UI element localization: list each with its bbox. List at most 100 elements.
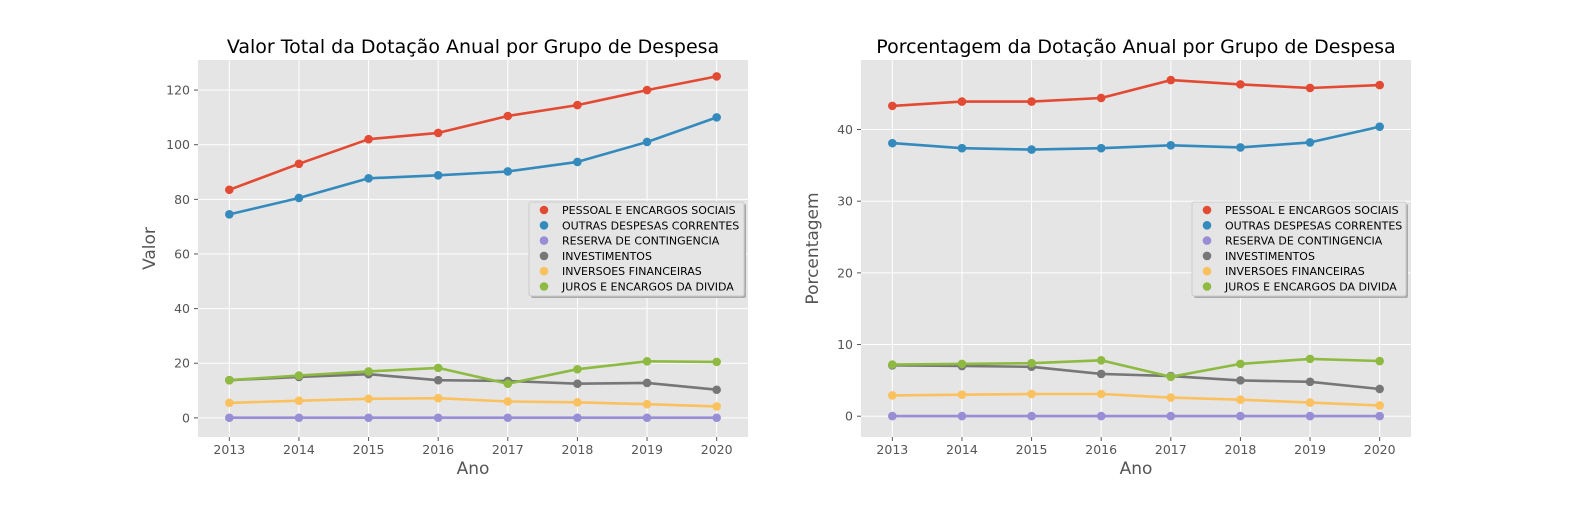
data-point — [642, 399, 652, 409]
x-tick-label: 2014 — [283, 442, 315, 457]
data-point — [1096, 369, 1106, 379]
data-point — [888, 411, 897, 421]
data-point — [1236, 376, 1245, 385]
series-line — [892, 364, 1380, 391]
y-tick-label: 100 — [166, 137, 190, 152]
legend-label: RESERVA DE CONTINGENCIA — [1225, 235, 1383, 248]
y-tick-label: 120 — [166, 83, 190, 98]
data-point — [957, 411, 967, 421]
data-point — [1166, 372, 1176, 382]
legend-marker — [1202, 251, 1212, 261]
chart-title: Valor Total da Dotação Anual por Grupo d… — [227, 36, 719, 58]
data-point — [1096, 389, 1106, 399]
y-tick-label: 40 — [837, 122, 853, 137]
x-tick-label: 2016 — [422, 442, 454, 457]
data-point — [503, 413, 513, 423]
data-point — [1375, 401, 1384, 410]
x-tick-label: 2017 — [1155, 442, 1187, 457]
legend-label: PESSOAL E ENCARGOS SOCIAIS — [1225, 204, 1399, 217]
data-point — [712, 72, 721, 81]
y-tick-label: 20 — [837, 265, 853, 280]
data-point — [712, 413, 721, 423]
legend-marker — [539, 282, 549, 291]
data-point — [573, 398, 582, 407]
data-point — [1166, 411, 1176, 421]
data-point — [1375, 411, 1384, 421]
legend: PESSOAL E ENCARGOS SOCIAIS OUTRAS DESPESA… — [528, 201, 746, 298]
data-point — [573, 379, 582, 389]
data-point — [712, 385, 721, 395]
data-point — [712, 357, 721, 367]
data-point — [1375, 384, 1384, 394]
data-point — [642, 413, 652, 423]
data-point — [433, 413, 443, 423]
legend-label: INVESTIMENTOS — [1225, 250, 1315, 263]
data-point — [503, 167, 513, 176]
legend-label: PESSOAL E ENCARGOS SOCIAIS — [562, 204, 736, 217]
y-tick-label: 80 — [174, 192, 190, 207]
data-point — [225, 375, 234, 385]
y-tick-label: 0 — [845, 409, 853, 424]
x-tick-label: 2015 — [353, 442, 385, 457]
data-point — [888, 360, 897, 369]
data-point — [1236, 411, 1245, 421]
series-line — [892, 357, 1380, 379]
y-tick-label: 10 — [837, 337, 853, 352]
data-point — [364, 413, 373, 423]
legend-marker — [1202, 282, 1212, 291]
data-point — [642, 85, 652, 95]
data-point — [573, 100, 582, 110]
data-point — [433, 363, 443, 373]
legend-box — [1191, 201, 1407, 297]
series-line — [229, 359, 717, 386]
data-point — [294, 371, 304, 380]
data-point — [1166, 75, 1176, 85]
data-point — [364, 394, 373, 404]
data-point — [1375, 356, 1384, 366]
x-tick-label: 2018 — [562, 442, 594, 457]
data-point — [1096, 143, 1106, 153]
data-point — [1027, 411, 1036, 421]
data-point — [503, 111, 513, 121]
data-point — [364, 367, 373, 376]
data-point — [503, 379, 513, 389]
data-point — [573, 413, 582, 423]
data-point — [1027, 389, 1036, 399]
data-point — [1305, 377, 1315, 387]
data-point — [225, 185, 234, 195]
data-point — [1166, 140, 1176, 150]
legend-box — [528, 201, 745, 297]
legend-marker — [1202, 236, 1212, 245]
x-axis-label: Ano — [457, 459, 490, 479]
legend-label: JUROS E ENCARGOS DA DIVIDA — [561, 281, 734, 294]
series-line — [229, 372, 717, 391]
data-point — [1305, 354, 1315, 364]
data-point — [1027, 97, 1036, 106]
data-point — [225, 210, 234, 219]
data-point — [294, 396, 304, 405]
data-point — [1305, 411, 1315, 421]
data-point — [712, 402, 721, 411]
x-tick-label: 2013 — [876, 442, 908, 457]
data-point — [364, 173, 373, 183]
chart-title: Porcentagem da Dotação Anual por Grupo d… — [876, 36, 1395, 58]
data-point — [1236, 80, 1245, 89]
data-point — [1096, 93, 1106, 103]
data-point — [642, 137, 652, 147]
x-axis-label: Ano — [1120, 459, 1153, 479]
x-tick-label: 2020 — [1364, 442, 1396, 457]
x-tick-label: 2019 — [631, 442, 663, 457]
legend-marker — [539, 251, 549, 261]
legend-label: INVERSOES FINANCEIRAS — [1225, 265, 1365, 278]
data-point — [433, 375, 443, 385]
data-point — [225, 413, 234, 423]
data-point — [294, 413, 304, 423]
y-tick-label: 60 — [174, 246, 190, 261]
x-tick-label: 2016 — [1085, 442, 1117, 457]
legend-marker — [1202, 221, 1212, 230]
data-point — [1305, 138, 1315, 147]
legend-label: OUTRAS DESPESAS CORRENTES — [562, 219, 739, 232]
y-axis-label: Valor — [140, 227, 160, 270]
legend-label: OUTRAS DESPESAS CORRENTES — [1225, 219, 1402, 232]
data-point — [503, 397, 513, 406]
